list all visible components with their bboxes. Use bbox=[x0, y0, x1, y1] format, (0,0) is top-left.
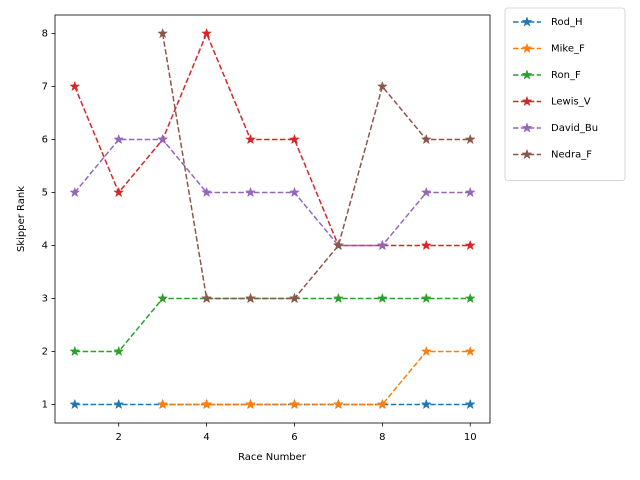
series-line bbox=[161, 33, 471, 300]
point-marker bbox=[464, 133, 476, 145]
point-marker bbox=[201, 292, 213, 304]
point-marker bbox=[201, 398, 213, 410]
point-marker bbox=[464, 239, 476, 251]
point-marker bbox=[113, 133, 125, 145]
x-axis-label: Race Number bbox=[238, 452, 307, 463]
point-marker bbox=[157, 27, 169, 39]
y-tick-label: 1 bbox=[42, 399, 48, 410]
series-line bbox=[162, 350, 471, 406]
series-line bbox=[74, 297, 471, 353]
point-marker bbox=[245, 398, 257, 410]
point-marker bbox=[420, 186, 432, 198]
point-marker bbox=[332, 398, 344, 410]
point-marker bbox=[288, 398, 300, 410]
point-marker bbox=[288, 292, 300, 304]
point-marker bbox=[420, 398, 432, 410]
legend-marker bbox=[521, 16, 533, 27]
legend-label: David_Bu bbox=[551, 123, 598, 134]
point-marker bbox=[245, 186, 257, 198]
point-marker bbox=[69, 398, 81, 410]
x-tick-label: 10 bbox=[464, 432, 477, 443]
series-line bbox=[74, 138, 471, 247]
x-tick-label: 4 bbox=[203, 432, 209, 443]
point-marker bbox=[376, 239, 388, 251]
plot-frame bbox=[54, 14, 491, 424]
legend-label: Rod_H bbox=[551, 17, 582, 28]
y-tick-label: 2 bbox=[42, 346, 48, 357]
point-marker bbox=[288, 133, 300, 145]
point-marker bbox=[245, 292, 257, 304]
y-tick-label: 6 bbox=[42, 135, 48, 146]
legend: Rod_H Mike_F Ron_F Lewis_V David_Bu Nedra_F bbox=[504, 7, 626, 181]
point-marker bbox=[288, 186, 300, 198]
point-marker bbox=[332, 292, 344, 304]
point-marker bbox=[464, 292, 476, 304]
point-marker bbox=[420, 292, 432, 304]
point-marker bbox=[464, 345, 476, 357]
x-tick-label: 8 bbox=[379, 432, 385, 443]
series-line bbox=[74, 31, 471, 247]
legend-marker bbox=[521, 95, 533, 107]
point-marker bbox=[157, 292, 169, 304]
point-marker bbox=[69, 80, 81, 92]
point-marker bbox=[376, 398, 388, 410]
point-marker bbox=[245, 133, 257, 145]
point-marker bbox=[420, 345, 432, 357]
y-tick-label: 8 bbox=[42, 29, 48, 40]
y-tick-label: 5 bbox=[42, 188, 48, 199]
point-marker bbox=[201, 27, 213, 39]
legend-label: Ron_F bbox=[551, 70, 581, 81]
x-tick-label: 6 bbox=[291, 432, 297, 443]
point-marker bbox=[420, 239, 432, 251]
point-marker bbox=[113, 398, 125, 410]
y-tick-label: 3 bbox=[42, 293, 48, 304]
point-marker bbox=[464, 186, 476, 198]
point-marker bbox=[69, 186, 81, 198]
legend-frame bbox=[504, 7, 626, 181]
legend-label: Nedra_F bbox=[551, 150, 592, 161]
point-marker bbox=[157, 133, 169, 145]
y-tick-label: 7 bbox=[42, 82, 48, 93]
point-marker bbox=[113, 186, 125, 198]
point-marker bbox=[69, 345, 81, 357]
point-marker bbox=[332, 239, 344, 251]
point-marker bbox=[157, 398, 169, 410]
legend-marker bbox=[521, 42, 533, 54]
point-marker bbox=[376, 292, 388, 304]
legend-label: Lewis_V bbox=[551, 97, 591, 108]
point-marker bbox=[376, 80, 388, 92]
legend-marker bbox=[521, 69, 533, 80]
y-axis-label: Skipper Rank bbox=[16, 186, 27, 252]
y-tick-label: 4 bbox=[42, 240, 48, 251]
x-tick-label: 2 bbox=[116, 432, 122, 443]
point-marker bbox=[420, 133, 432, 145]
point-marker bbox=[464, 398, 476, 410]
point-marker bbox=[201, 186, 213, 198]
legend-marker bbox=[521, 122, 533, 133]
legend-marker bbox=[521, 148, 533, 160]
legend-label: Mike_F bbox=[551, 44, 585, 55]
point-marker bbox=[113, 345, 125, 357]
